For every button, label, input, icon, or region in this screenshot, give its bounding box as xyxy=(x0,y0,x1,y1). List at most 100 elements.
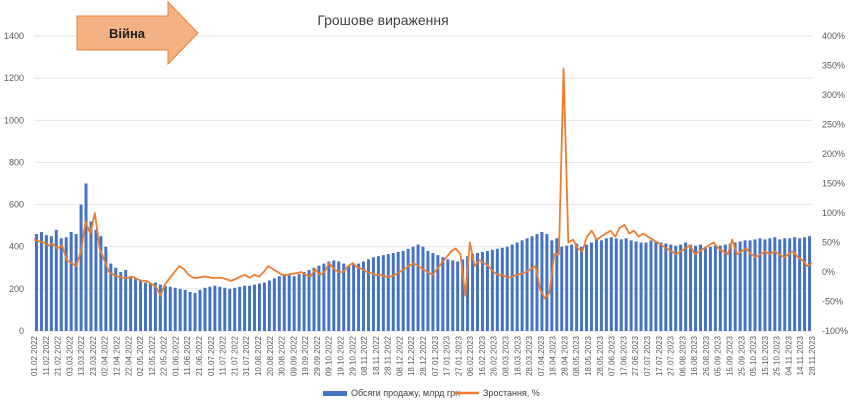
bar xyxy=(34,234,38,331)
bar xyxy=(64,237,68,331)
x-tick-label: 19.09.2022 xyxy=(301,335,310,376)
war-annotation: Війна xyxy=(76,0,199,66)
x-tick-label: 01.06.2022 xyxy=(172,335,181,376)
bar xyxy=(555,238,559,331)
y-right-tick-label: 100% xyxy=(822,208,845,218)
bar xyxy=(347,265,351,331)
bar xyxy=(446,259,450,331)
x-tick-label: 28.12.2022 xyxy=(419,335,428,376)
x-tick-label: 31.07.2022 xyxy=(242,335,251,376)
x-tick-label: 02.04.2022 xyxy=(101,335,110,376)
bar xyxy=(654,241,658,331)
bar xyxy=(669,244,673,331)
left-axis-ticks: 0 200 400 600 800 1000 1200 1400 xyxy=(4,31,24,336)
x-axis-ticks: 01.02.2022 11.02.2022 21.02.2022 03.03.2022… xyxy=(30,335,817,376)
bar xyxy=(54,229,58,331)
bar xyxy=(342,263,346,331)
bar xyxy=(649,240,653,331)
bar xyxy=(317,265,321,331)
bar xyxy=(500,247,504,331)
x-tick-label: 16.02.2023 xyxy=(478,335,487,376)
x-tick-label: 18.12.2022 xyxy=(407,335,416,376)
bar xyxy=(287,275,291,331)
x-tick-label: 05.10.2023 xyxy=(749,335,758,376)
bar xyxy=(550,240,554,331)
x-tick-label: 26.02.2023 xyxy=(490,335,499,376)
bar xyxy=(381,255,385,331)
x-tick-label: 18.11.2022 xyxy=(372,335,381,375)
x-tick-label: 25.09.2023 xyxy=(737,335,746,376)
bar xyxy=(193,293,197,331)
x-tick-label: 21.06.2022 xyxy=(195,335,204,376)
bar xyxy=(614,238,618,331)
bar xyxy=(674,245,678,331)
bar xyxy=(238,286,242,331)
bar xyxy=(292,276,296,331)
x-tick-label: 15.09.2023 xyxy=(726,335,735,376)
bar xyxy=(416,244,420,331)
bar xyxy=(139,280,143,331)
bar xyxy=(327,261,331,331)
bar xyxy=(89,221,93,331)
bar xyxy=(808,236,812,331)
bar xyxy=(39,231,43,331)
bar xyxy=(367,259,370,331)
bar xyxy=(758,238,762,331)
bar xyxy=(272,278,276,331)
growth-line xyxy=(33,67,813,300)
y-left-tick-label: 1200 xyxy=(4,73,24,83)
x-tick-label: 17.07.2023 xyxy=(655,335,664,376)
bar xyxy=(456,261,460,331)
bar xyxy=(505,246,509,331)
bar xyxy=(376,256,380,331)
bar xyxy=(297,274,301,331)
bar xyxy=(262,282,266,331)
bar xyxy=(803,237,807,331)
x-tick-label: 25.10.2023 xyxy=(773,335,782,376)
bar xyxy=(173,287,177,331)
y-right-tick-label: 50% xyxy=(822,238,840,248)
bar xyxy=(322,263,326,331)
x-tick-label: 09.10.2022 xyxy=(325,335,334,376)
x-tick-label: 08.11.2022 xyxy=(360,335,369,375)
x-tick-label: 28.04.2023 xyxy=(561,335,570,376)
bar xyxy=(228,288,232,331)
bar xyxy=(129,276,133,331)
bar xyxy=(540,231,544,331)
bar xyxy=(99,236,103,331)
bar xyxy=(104,246,108,331)
bar xyxy=(168,286,172,331)
bar xyxy=(659,242,663,331)
bar xyxy=(629,240,633,331)
x-tick-label: 20.08.2022 xyxy=(266,335,275,376)
bar xyxy=(94,229,98,331)
bar xyxy=(119,272,123,331)
bar xyxy=(763,239,767,331)
y-right-tick-label: 400% xyxy=(822,31,845,41)
bar xyxy=(545,234,549,331)
x-tick-label: 12.05.2022 xyxy=(148,335,157,376)
bar xyxy=(684,242,688,331)
x-tick-label: 06.08.2023 xyxy=(678,335,687,376)
y-left-tick-label: 600 xyxy=(9,200,24,210)
x-tick-label: 07.07.2023 xyxy=(643,335,652,376)
bar xyxy=(753,239,757,331)
bar xyxy=(451,260,455,331)
x-tick-label: 21.02.2022 xyxy=(54,335,63,376)
x-tick-label: 10.08.2022 xyxy=(254,335,263,376)
bar xyxy=(580,246,584,331)
bar xyxy=(391,253,395,331)
x-tick-label: 18.03.2023 xyxy=(513,335,522,376)
bar xyxy=(639,242,643,331)
bar xyxy=(49,236,53,331)
y-right-tick-label: 300% xyxy=(822,90,845,100)
x-tick-label: 03.03.2022 xyxy=(65,335,74,376)
bar xyxy=(426,250,430,331)
bar xyxy=(748,240,752,331)
legend-label-growth: Зростання, % xyxy=(483,388,540,398)
x-tick-label: 14.11.2023 xyxy=(796,335,805,375)
bar xyxy=(594,238,598,331)
bar xyxy=(708,246,712,331)
bar xyxy=(535,234,539,331)
bar xyxy=(307,269,311,331)
